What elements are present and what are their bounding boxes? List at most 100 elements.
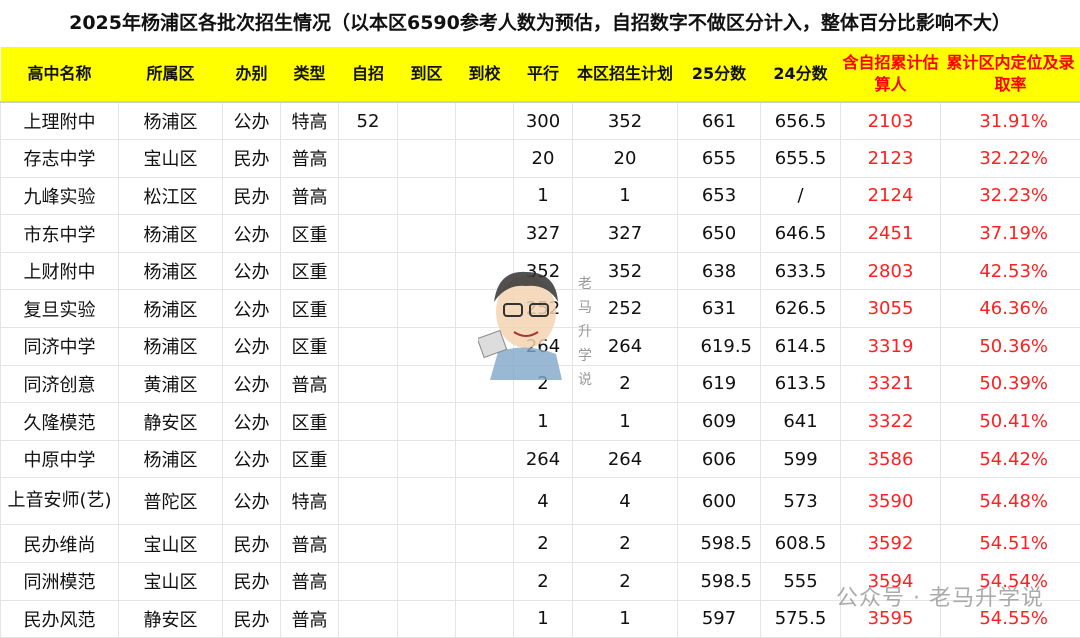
table-cell: 公办 — [223, 215, 281, 253]
table-cell: 54.54% — [941, 563, 1080, 601]
table-cell — [339, 328, 398, 366]
table-cell: 32.23% — [941, 177, 1080, 215]
table-cell: 327 — [514, 215, 573, 253]
table-cell — [339, 140, 398, 178]
table-cell: 公办 — [223, 478, 281, 525]
table-cell: 650 — [678, 215, 761, 253]
table-cell — [456, 177, 514, 215]
table-cell: 2 — [514, 563, 573, 601]
table-cell: 264 — [514, 440, 573, 478]
table-cell: 杨浦区 — [119, 440, 223, 478]
table-cell: 4 — [514, 478, 573, 525]
table-cell: 252 — [514, 290, 573, 328]
table-cell: 2124 — [841, 177, 941, 215]
table-cell: 1 — [573, 600, 678, 638]
table-cell: 普高 — [281, 365, 339, 403]
column-header: 25分数 — [678, 47, 761, 102]
table-cell: 公办 — [223, 403, 281, 441]
table-cell: 公办 — [223, 365, 281, 403]
table-cell: 606 — [678, 440, 761, 478]
column-header: 所属区 — [119, 47, 223, 102]
table-cell: 54.42% — [941, 440, 1080, 478]
table-cell: 区重 — [281, 290, 339, 328]
table-cell: 公办 — [223, 102, 281, 140]
table-cell: 646.5 — [761, 215, 841, 253]
table-cell: 600 — [678, 478, 761, 525]
table-cell — [398, 478, 456, 525]
table-cell — [339, 440, 398, 478]
table-cell — [339, 252, 398, 290]
table-cell: 614.5 — [761, 328, 841, 366]
table-cell — [398, 215, 456, 253]
table-cell: 存志中学 — [1, 140, 119, 178]
table-cell: 3322 — [841, 403, 941, 441]
table-cell — [339, 563, 398, 601]
table-cell: 352 — [573, 102, 678, 140]
table-cell: 区重 — [281, 403, 339, 441]
table-cell: 1 — [514, 600, 573, 638]
table-cell: 同济中学 — [1, 328, 119, 366]
table-cell: 32.22% — [941, 140, 1080, 178]
table-cell: 公办 — [223, 290, 281, 328]
table-cell: 20 — [573, 140, 678, 178]
table-cell: 中原中学 — [1, 440, 119, 478]
table-cell: 4 — [573, 478, 678, 525]
table-cell: 619.5 — [678, 328, 761, 366]
table-cell: 641 — [761, 403, 841, 441]
table-cell: 42.53% — [941, 252, 1080, 290]
table-cell: 46.36% — [941, 290, 1080, 328]
table-cell — [456, 525, 514, 563]
table-cell: 同洲模范 — [1, 563, 119, 601]
table-cell: 宝山区 — [119, 140, 223, 178]
table-cell: 609 — [678, 403, 761, 441]
table-cell: 静安区 — [119, 600, 223, 638]
column-header: 本区招生计划 — [573, 47, 678, 102]
table-cell — [456, 440, 514, 478]
table-cell: 区重 — [281, 440, 339, 478]
table-cell — [398, 403, 456, 441]
table-cell: 1 — [573, 177, 678, 215]
table-cell: 608.5 — [761, 525, 841, 563]
column-header: 高中名称 — [1, 47, 119, 102]
table-cell: 54.51% — [941, 525, 1080, 563]
table-cell — [456, 140, 514, 178]
table-cell: 619 — [678, 365, 761, 403]
table-cell: 54.48% — [941, 478, 1080, 525]
table-cell — [398, 365, 456, 403]
table-cell — [456, 215, 514, 253]
table-cell: 573 — [761, 478, 841, 525]
table-cell — [456, 328, 514, 366]
table-cell — [339, 478, 398, 525]
table-cell — [398, 140, 456, 178]
table-cell: 特高 — [281, 102, 339, 140]
table-cell: 575.5 — [761, 600, 841, 638]
table-cell: 555 — [761, 563, 841, 601]
table-cell: 复旦实验 — [1, 290, 119, 328]
table-cell — [456, 290, 514, 328]
column-header: 24分数 — [761, 47, 841, 102]
table-cell — [456, 252, 514, 290]
table-cell — [398, 177, 456, 215]
table-cell: 352 — [514, 252, 573, 290]
table-cell: 公办 — [223, 252, 281, 290]
table-cell: 599 — [761, 440, 841, 478]
table-cell: 2123 — [841, 140, 941, 178]
table-cell: 3321 — [841, 365, 941, 403]
table-cell: 327 — [573, 215, 678, 253]
table-cell: 50.36% — [941, 328, 1080, 366]
column-header: 办别 — [223, 47, 281, 102]
table-cell: 民办维尚 — [1, 525, 119, 563]
table-cell: 2 — [573, 563, 678, 601]
table-cell: 杨浦区 — [119, 290, 223, 328]
table-cell — [456, 600, 514, 638]
table-cell: 民办 — [223, 177, 281, 215]
table-cell: 1 — [514, 403, 573, 441]
